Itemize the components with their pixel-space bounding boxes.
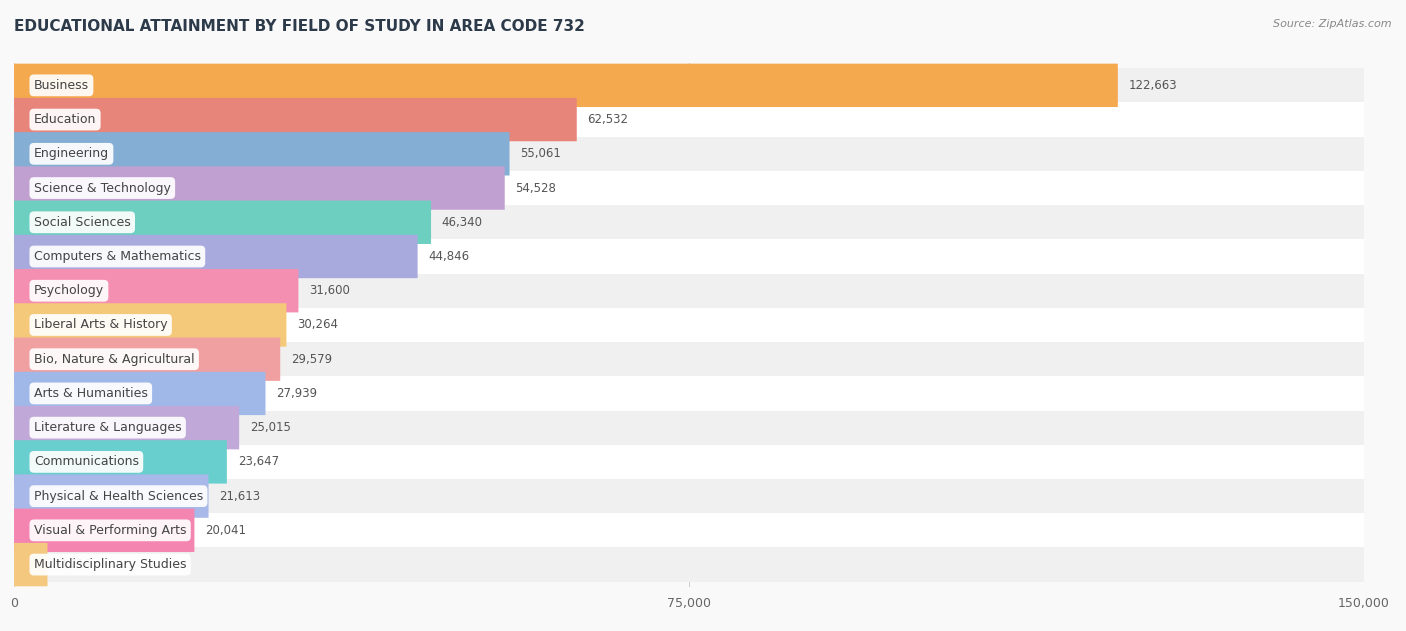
Text: Liberal Arts & History: Liberal Arts & History xyxy=(34,319,167,331)
Text: 29,579: 29,579 xyxy=(291,353,332,366)
FancyBboxPatch shape xyxy=(14,513,1364,548)
Text: EDUCATIONAL ATTAINMENT BY FIELD OF STUDY IN AREA CODE 732: EDUCATIONAL ATTAINMENT BY FIELD OF STUDY… xyxy=(14,19,585,34)
Text: Science & Technology: Science & Technology xyxy=(34,182,170,194)
Text: Multidisciplinary Studies: Multidisciplinary Studies xyxy=(34,558,187,571)
FancyBboxPatch shape xyxy=(14,239,1364,274)
Text: 21,613: 21,613 xyxy=(219,490,260,503)
Text: 25,015: 25,015 xyxy=(250,421,291,434)
Text: 55,061: 55,061 xyxy=(520,147,561,160)
Text: Education: Education xyxy=(34,113,96,126)
FancyBboxPatch shape xyxy=(14,509,194,552)
Text: 23,647: 23,647 xyxy=(238,456,278,468)
Text: Engineering: Engineering xyxy=(34,147,110,160)
Text: 122,663: 122,663 xyxy=(1129,79,1177,92)
FancyBboxPatch shape xyxy=(14,167,505,209)
FancyBboxPatch shape xyxy=(14,235,418,278)
Text: Psychology: Psychology xyxy=(34,284,104,297)
Text: Source: ZipAtlas.com: Source: ZipAtlas.com xyxy=(1274,19,1392,29)
FancyBboxPatch shape xyxy=(14,376,1364,411)
Text: Literature & Languages: Literature & Languages xyxy=(34,421,181,434)
FancyBboxPatch shape xyxy=(14,548,1364,582)
FancyBboxPatch shape xyxy=(14,68,1364,102)
FancyBboxPatch shape xyxy=(14,342,1364,376)
FancyBboxPatch shape xyxy=(14,98,576,141)
FancyBboxPatch shape xyxy=(14,102,1364,137)
Text: Computers & Mathematics: Computers & Mathematics xyxy=(34,250,201,263)
FancyBboxPatch shape xyxy=(14,274,1364,308)
FancyBboxPatch shape xyxy=(14,445,1364,479)
Text: Communications: Communications xyxy=(34,456,139,468)
Text: Arts & Humanities: Arts & Humanities xyxy=(34,387,148,400)
FancyBboxPatch shape xyxy=(14,205,1364,239)
Text: 62,532: 62,532 xyxy=(588,113,628,126)
FancyBboxPatch shape xyxy=(14,304,287,346)
FancyBboxPatch shape xyxy=(14,411,1364,445)
FancyBboxPatch shape xyxy=(14,64,1118,107)
Text: 3,716: 3,716 xyxy=(58,558,91,571)
FancyBboxPatch shape xyxy=(14,137,1364,171)
FancyBboxPatch shape xyxy=(14,201,432,244)
FancyBboxPatch shape xyxy=(14,440,226,483)
Text: Physical & Health Sciences: Physical & Health Sciences xyxy=(34,490,202,503)
Text: 30,264: 30,264 xyxy=(297,319,339,331)
FancyBboxPatch shape xyxy=(14,475,208,518)
FancyBboxPatch shape xyxy=(14,308,1364,342)
Text: Business: Business xyxy=(34,79,89,92)
FancyBboxPatch shape xyxy=(14,479,1364,513)
FancyBboxPatch shape xyxy=(14,171,1364,205)
FancyBboxPatch shape xyxy=(14,269,298,312)
Text: Visual & Performing Arts: Visual & Performing Arts xyxy=(34,524,187,537)
Text: 31,600: 31,600 xyxy=(309,284,350,297)
FancyBboxPatch shape xyxy=(14,543,48,586)
FancyBboxPatch shape xyxy=(14,406,239,449)
Text: 46,340: 46,340 xyxy=(441,216,482,229)
Text: 44,846: 44,846 xyxy=(429,250,470,263)
Text: 27,939: 27,939 xyxy=(276,387,318,400)
FancyBboxPatch shape xyxy=(14,372,266,415)
FancyBboxPatch shape xyxy=(14,132,509,175)
Text: Bio, Nature & Agricultural: Bio, Nature & Agricultural xyxy=(34,353,194,366)
Text: 20,041: 20,041 xyxy=(205,524,246,537)
FancyBboxPatch shape xyxy=(14,338,280,381)
Text: 54,528: 54,528 xyxy=(516,182,557,194)
Text: Social Sciences: Social Sciences xyxy=(34,216,131,229)
